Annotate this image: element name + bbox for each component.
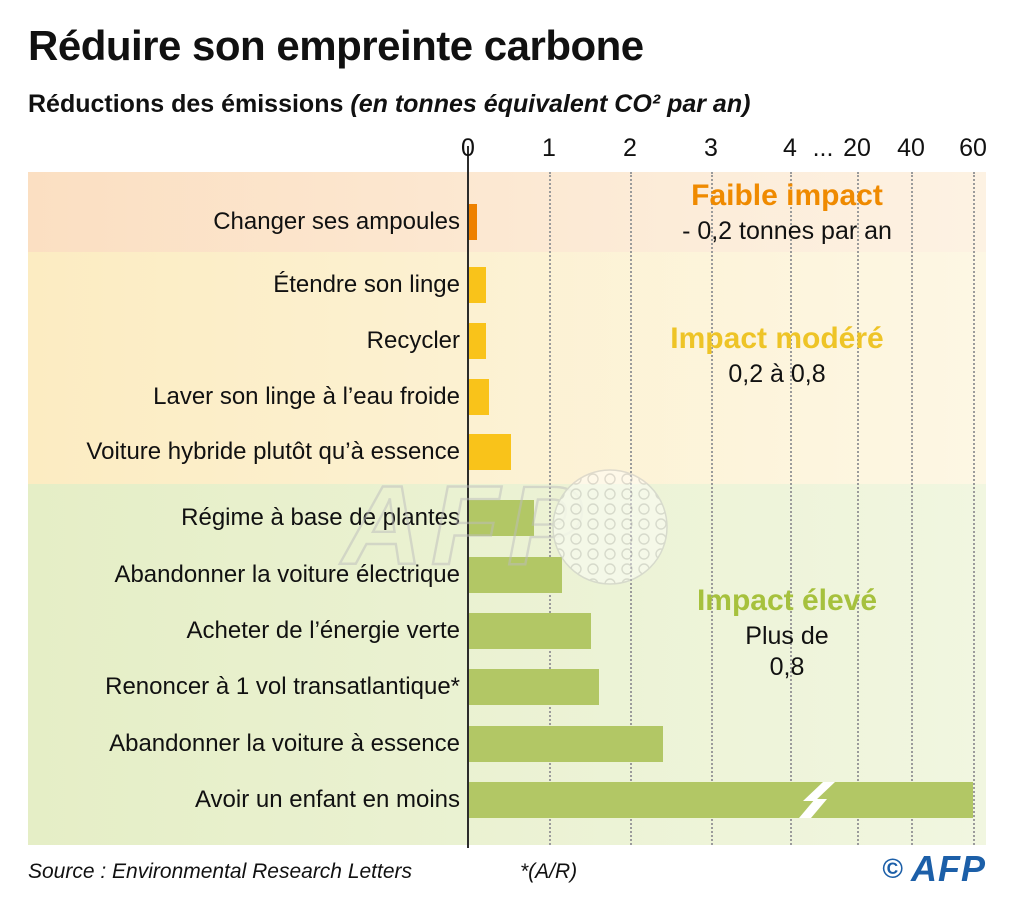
group-range-label: 0,2 à 0,8	[728, 360, 826, 388]
footnote: *(A/R)	[520, 860, 578, 883]
source-credit: Source : Environmental Research Letters	[28, 860, 413, 883]
bar	[469, 726, 663, 762]
subtitle-text: Réductions des émissions	[28, 90, 344, 118]
axis-tick-label: 40	[897, 134, 925, 162]
bar-label: Régime à base de plantes	[181, 504, 460, 531]
bar	[469, 500, 534, 536]
gridline	[549, 172, 551, 845]
gridline	[790, 172, 792, 845]
bar	[469, 669, 599, 705]
group-title: Faible impact	[691, 179, 883, 212]
gridline	[711, 172, 713, 845]
bar-label: Renoncer à 1 vol transatlantique*	[105, 673, 460, 700]
afp-logo-text: AFP	[911, 848, 986, 889]
afp-logo: © AFP	[882, 848, 986, 890]
gridline	[973, 172, 975, 845]
axis-tick-label: 20	[843, 134, 871, 162]
bar-label: Abandonner la voiture à essence	[109, 730, 460, 757]
bar	[469, 267, 486, 303]
bar	[469, 782, 973, 818]
bar-label: Acheter de l’énergie verte	[186, 617, 461, 644]
bar-label: Laver son linge à l’eau froide	[153, 383, 460, 410]
zero-axis-line	[467, 146, 469, 848]
axis-break-mark	[799, 782, 835, 818]
copyright-icon: ©	[882, 853, 903, 884]
chart-subtitle: Réductions des émissions (en tonnes équiv…	[28, 90, 750, 119]
bar	[469, 379, 489, 415]
bar	[469, 557, 562, 593]
impact-band-0	[28, 172, 986, 252]
bar-label: Avoir un enfant en moins	[194, 786, 460, 813]
axis-tick-label: 1	[542, 134, 556, 162]
group-range-label: Plus de 0,8	[745, 622, 829, 681]
bar	[469, 434, 511, 470]
axis-tick-label: 0	[461, 134, 475, 162]
group-title: Impact élevé	[696, 584, 878, 617]
gridline	[857, 172, 859, 845]
bar	[469, 323, 486, 359]
axis-tick-label: 4	[783, 134, 797, 162]
group-annotation-faible-impact: Faible impact - 0,2 tonnes par an	[622, 179, 952, 247]
axis-tick-label: 60	[959, 134, 987, 162]
bar-label: Changer ses ampoules	[213, 208, 460, 235]
group-annotation-impact-modere: Impact modéré 0,2 à 0,8	[612, 322, 942, 390]
gridline	[911, 172, 913, 845]
bar-label: Étendre son linge	[273, 271, 460, 298]
axis-tick-label: ...	[812, 134, 834, 162]
bar	[469, 613, 591, 649]
page-title: Réduire son empreinte carbone	[28, 22, 644, 69]
group-annotation-impact-eleve: Impact élevé Plus de 0,8	[622, 584, 952, 683]
bar-label: Recycler	[366, 327, 460, 354]
bar-label: Voiture hybride plutôt qu’à essence	[86, 438, 460, 465]
subtitle-unit: (en tonnes équivalent CO² par an)	[350, 90, 751, 118]
axis-tick-label: 2	[623, 134, 637, 162]
bar-label: Abandonner la voiture électrique	[114, 561, 460, 588]
group-title: Impact modéré	[670, 322, 884, 355]
axis-tick-label: 3	[704, 134, 718, 162]
bar	[469, 204, 477, 240]
group-range-label: - 0,2 tonnes par an	[682, 217, 892, 245]
